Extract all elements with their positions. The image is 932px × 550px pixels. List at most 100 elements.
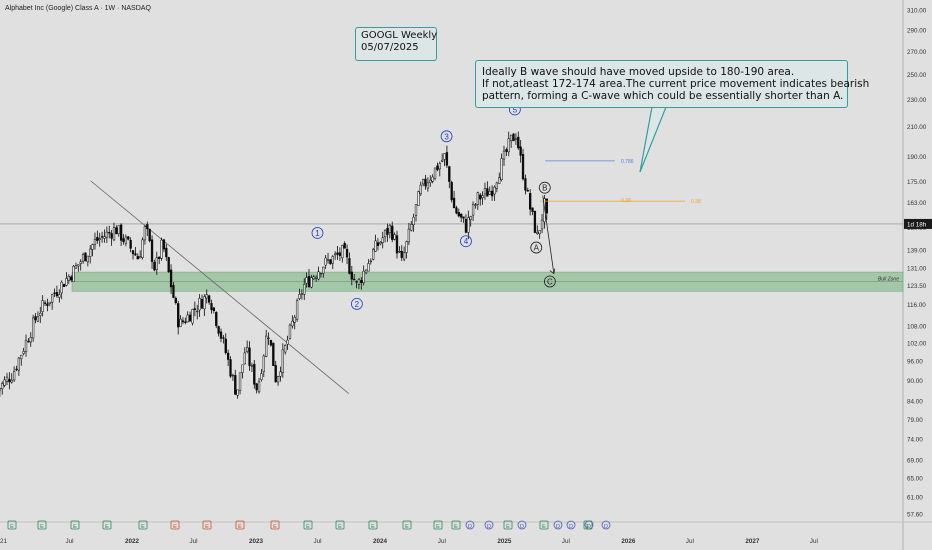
candle-body [326,259,330,261]
candle-body [362,270,365,283]
c-wave-projection-arrow [542,195,555,274]
candle-body [43,302,47,304]
candle-body [231,374,235,377]
candle-body [284,345,287,353]
candle-body [12,371,16,381]
y-tick-label: 250.00 [907,72,927,79]
candle-body [438,163,441,170]
y-tick-label: 84.00 [907,399,923,406]
candle-body [424,178,427,187]
earnings-marker-icon [235,520,245,530]
current-price-tag-bg [904,218,932,229]
candle-body [341,245,344,259]
candle-body [117,225,120,235]
y-tick-label: 230.00 [907,97,927,104]
candle-body [62,284,66,288]
candle-body [55,292,59,297]
candle-body [429,179,432,183]
candle-body [198,298,201,311]
candle-body [379,241,382,245]
candle-body [186,314,189,323]
candle-body [329,259,332,265]
candle-body [184,321,187,323]
candle-body [53,292,56,294]
candle-body [274,365,277,383]
candle-body [193,308,196,310]
candle-body [150,239,154,262]
candle-body [295,300,299,320]
annotation-box-analysis[interactable]: Ideally B wave should have moved upside … [475,60,869,108]
candle-body [488,191,491,195]
candle-body [226,352,230,360]
event-marker-label: D [587,524,591,530]
candle-body [27,341,30,343]
earnings-marker-icon [170,520,180,530]
candle-body [148,228,151,242]
candle-body [269,339,273,346]
candle-body [143,226,147,241]
event-marker-label: E [506,524,510,530]
candle-body [141,239,144,258]
candle-body [15,368,18,371]
candle-body [29,336,32,343]
candle-body [8,378,11,383]
candle-body [243,352,246,365]
candle-body [469,216,472,220]
event-marker-label: E [238,524,242,530]
candle-body [31,317,35,339]
candle-body [215,312,218,326]
candle-body [122,238,125,242]
x-tick-label: Jul [313,538,321,545]
candle-body [393,234,396,240]
candle-body [353,278,356,281]
candle-body [169,269,173,288]
x-tick-label: Jul [65,538,73,545]
candle-body [22,351,25,354]
x-tick-label: 2024 [373,538,388,545]
event-marker-label: E [141,524,145,530]
y-tick-label: 310.00 [907,8,927,15]
event-marker-label: E [40,524,44,530]
y-tick-label: 131.00 [907,265,927,272]
earnings-marker-icon [202,520,212,530]
wave-label-circle [538,181,551,194]
x-tick-label: Jul [686,538,694,545]
fib-level-label: 0.786 [621,159,634,165]
candle-body [167,257,170,273]
y-tick-label: 79.00 [907,417,923,424]
candle-body [257,381,261,393]
candle-body [460,213,463,218]
candle-body [91,244,94,250]
candle-body [234,375,237,395]
candle-body [412,216,415,226]
earnings-marker-icon [70,520,80,530]
event-marker-label: E [586,524,590,530]
annotation-text: pattern, forming a C-wave which could be… [482,90,844,102]
candle-body [127,236,130,240]
candle-body [505,149,508,152]
earnings-marker-icon [503,520,513,530]
candle-body [72,266,75,282]
candle-body [305,277,308,284]
y-tick-label: 74.00 [907,437,923,444]
candle-body [386,227,389,235]
candle-body [495,182,499,189]
candle-body [70,276,73,281]
candle-body [364,269,368,274]
candle-body [336,252,339,255]
candle-body [86,255,89,263]
candle-body [357,279,361,285]
candle-body [334,253,337,256]
annotation-box-symbol-date[interactable]: GOOGL Weekly 05/07/2025 [355,27,437,61]
candle-body [0,388,1,391]
candle-body [479,194,482,200]
x-tick-label: 2023 [249,538,264,545]
candle-body [433,167,437,179]
candle-body [490,190,494,197]
candle-body [502,150,506,160]
y-tick-label: 290.00 [907,27,927,34]
candle-body [207,295,211,303]
candle-body [521,154,525,180]
candle-body [374,240,377,252]
wave-label-circle [460,235,472,248]
